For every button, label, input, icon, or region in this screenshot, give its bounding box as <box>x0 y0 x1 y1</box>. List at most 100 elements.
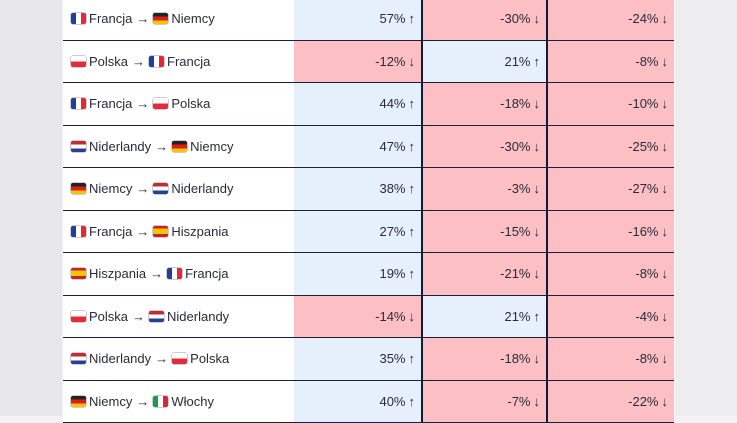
value: -12% <box>375 54 405 69</box>
table-row[interactable]: Niemcy → Niderlandy 38% ↑ -3% ↓ -27% ↓ <box>63 168 674 211</box>
value-cell-1: 47% ↑ <box>294 126 421 168</box>
value: 38% <box>379 181 405 196</box>
flag-icon <box>71 141 86 152</box>
trend-arrow-icon: ↑ <box>534 54 541 69</box>
trend-arrow-icon: ↓ <box>662 224 669 239</box>
destination-country: Polska <box>190 351 229 366</box>
table-row[interactable]: Francja → Polska 44% ↑ -18% ↓ -10% ↓ <box>63 83 674 126</box>
flag-icon <box>71 226 86 237</box>
origin-country: Niemcy <box>89 394 132 409</box>
value-cell-2: 21% ↑ <box>421 41 548 83</box>
value: 21% <box>504 309 530 324</box>
value-cell-3: -4% ↓ <box>548 296 674 338</box>
route-cell: Hiszpania → Francja <box>63 253 294 295</box>
route-arrow-icon: → <box>136 181 149 196</box>
flag-icon <box>167 268 182 279</box>
route-cell: Francja → Polska <box>63 83 294 125</box>
table-row[interactable]: Polska → Francja -12% ↓ 21% ↑ -8% ↓ <box>63 41 674 84</box>
value-cell-3: -27% ↓ <box>548 168 674 210</box>
value: -18% <box>500 96 530 111</box>
flag-icon <box>71 98 86 109</box>
trend-arrow-icon: ↓ <box>534 266 541 281</box>
route-arrow-icon: → <box>132 54 145 69</box>
trend-arrow-icon: ↓ <box>662 11 669 26</box>
value: -30% <box>500 11 530 26</box>
value: -22% <box>628 394 658 409</box>
trend-arrow-icon: ↓ <box>662 139 669 154</box>
table-row[interactable]: Niderlandy → Polska 35% ↑ -18% ↓ -8% ↓ <box>63 338 674 381</box>
value-cell-2: -3% ↓ <box>421 168 548 210</box>
table-row[interactable]: Hiszpania → Francja 19% ↑ -21% ↓ -8% ↓ <box>63 253 674 296</box>
origin-country: Polska <box>89 54 128 69</box>
origin-country: Polska <box>89 309 128 324</box>
trend-arrow-icon: ↑ <box>409 394 416 409</box>
value-cell-2: -30% ↓ <box>421 0 548 40</box>
flag-icon <box>71 183 86 194</box>
value-cell-3: -8% ↓ <box>548 253 674 295</box>
flag-icon <box>71 13 86 24</box>
value-cell-1: 19% ↑ <box>294 253 421 295</box>
value: -16% <box>628 224 658 239</box>
route-cell: Niderlandy → Polska <box>63 338 294 380</box>
flag-icon <box>172 141 187 152</box>
route-cell: Francja → Hiszpania <box>63 211 294 253</box>
route-arrow-icon: → <box>132 309 145 324</box>
value-cell-2: -15% ↓ <box>421 211 548 253</box>
trend-arrow-icon: ↓ <box>534 224 541 239</box>
trend-arrow-icon: ↓ <box>662 351 669 366</box>
route-arrow-icon: → <box>155 139 168 154</box>
trend-arrow-icon: ↓ <box>409 309 416 324</box>
value: -10% <box>628 96 658 111</box>
value: -18% <box>500 351 530 366</box>
value: 19% <box>379 266 405 281</box>
value: -14% <box>375 309 405 324</box>
destination-country: Niemcy <box>190 139 233 154</box>
trend-arrow-icon: ↓ <box>534 11 541 26</box>
route-arrow-icon: → <box>136 394 149 409</box>
route-comparison-table: Francja → Niemcy 57% ↑ -30% ↓ -24% ↓ Pol… <box>63 0 674 423</box>
value: -8% <box>635 54 658 69</box>
value-cell-2: -30% ↓ <box>421 126 548 168</box>
origin-country: Francja <box>89 96 132 111</box>
value-cell-1: -12% ↓ <box>294 41 421 83</box>
trend-arrow-icon: ↑ <box>409 96 416 111</box>
table-row[interactable]: Niemcy → Włochy 40% ↑ -7% ↓ -22% ↓ <box>63 381 674 423</box>
route-cell: Niderlandy → Niemcy <box>63 126 294 168</box>
origin-country: Niderlandy <box>89 139 151 154</box>
flag-icon <box>153 98 168 109</box>
value: 21% <box>504 54 530 69</box>
table-row[interactable]: Francja → Niemcy 57% ↑ -30% ↓ -24% ↓ <box>63 0 674 41</box>
background-left <box>0 0 62 416</box>
value: -8% <box>635 266 658 281</box>
value: -8% <box>635 351 658 366</box>
table-row[interactable]: Polska → Niderlandy -14% ↓ 21% ↑ -4% ↓ <box>63 296 674 339</box>
table-row[interactable]: Francja → Hiszpania 27% ↑ -15% ↓ -16% ↓ <box>63 211 674 254</box>
trend-arrow-icon: ↓ <box>662 309 669 324</box>
flag-icon <box>149 311 164 322</box>
route-cell: Francja → Niemcy <box>63 0 294 40</box>
flag-icon <box>153 226 168 237</box>
trend-arrow-icon: ↓ <box>662 181 669 196</box>
value: 47% <box>379 139 405 154</box>
value-cell-1: 57% ↑ <box>294 0 421 40</box>
value: 35% <box>379 351 405 366</box>
table-row[interactable]: Niderlandy → Niemcy 47% ↑ -30% ↓ -25% ↓ <box>63 126 674 169</box>
value: 57% <box>379 11 405 26</box>
trend-arrow-icon: ↑ <box>409 224 416 239</box>
destination-country: Niemcy <box>171 11 214 26</box>
flag-icon <box>149 56 164 67</box>
value-cell-3: -8% ↓ <box>548 338 674 380</box>
origin-country: Niderlandy <box>89 351 151 366</box>
value: -27% <box>628 181 658 196</box>
trend-arrow-icon: ↓ <box>662 96 669 111</box>
background-right <box>675 0 737 416</box>
destination-country: Niderlandy <box>171 181 233 196</box>
value-cell-2: -18% ↓ <box>421 338 548 380</box>
value-cell-2: 21% ↑ <box>421 296 548 338</box>
destination-country: Włochy <box>171 394 214 409</box>
trend-arrow-icon: ↑ <box>409 351 416 366</box>
value-cell-1: -14% ↓ <box>294 296 421 338</box>
value: -21% <box>500 266 530 281</box>
value-cell-3: -16% ↓ <box>548 211 674 253</box>
trend-arrow-icon: ↓ <box>662 266 669 281</box>
